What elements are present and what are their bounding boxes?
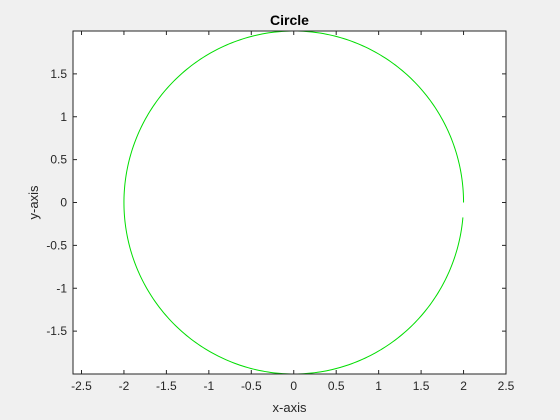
circle-series-line xyxy=(123,30,465,375)
y-tick-label: -1.5 xyxy=(46,324,67,338)
x-tick-label: -2 xyxy=(119,379,130,393)
y-tick-label: 0 xyxy=(60,196,67,210)
x-tick-label: 2.5 xyxy=(498,379,515,393)
x-tick-label: 0.5 xyxy=(328,379,345,393)
x-tick-label: -0.5 xyxy=(241,379,262,393)
plot-area xyxy=(123,30,465,375)
x-tick-label: -1 xyxy=(204,379,215,393)
axes-background xyxy=(73,31,506,374)
x-tick-label: 2 xyxy=(460,379,467,393)
x-tick-label: 0 xyxy=(290,379,297,393)
axes-box xyxy=(72,30,507,375)
axis-ticks: -2.5 -2 -1.5 -1 -0.5 0 0.5 1 1.5 2 2.5 -1.5 -1 -0.5 0 0… xyxy=(46,31,515,393)
x-axis-label: x-axis xyxy=(273,400,307,415)
x-tick-label: -2.5 xyxy=(71,379,92,393)
chart-title: Circle xyxy=(270,12,309,28)
y-axis-label: y-axis xyxy=(26,185,41,219)
y-tick-label: 1.5 xyxy=(50,67,67,81)
y-tick-label: 1 xyxy=(60,110,67,124)
y-tick-label: -0.5 xyxy=(46,238,67,252)
x-tick-label: 1 xyxy=(375,379,382,393)
x-tick-label: 1.5 xyxy=(413,379,430,393)
x-tick-label: -1.5 xyxy=(156,379,177,393)
y-tick-label: -1 xyxy=(56,281,67,295)
y-tick-label: 0.5 xyxy=(50,153,67,167)
